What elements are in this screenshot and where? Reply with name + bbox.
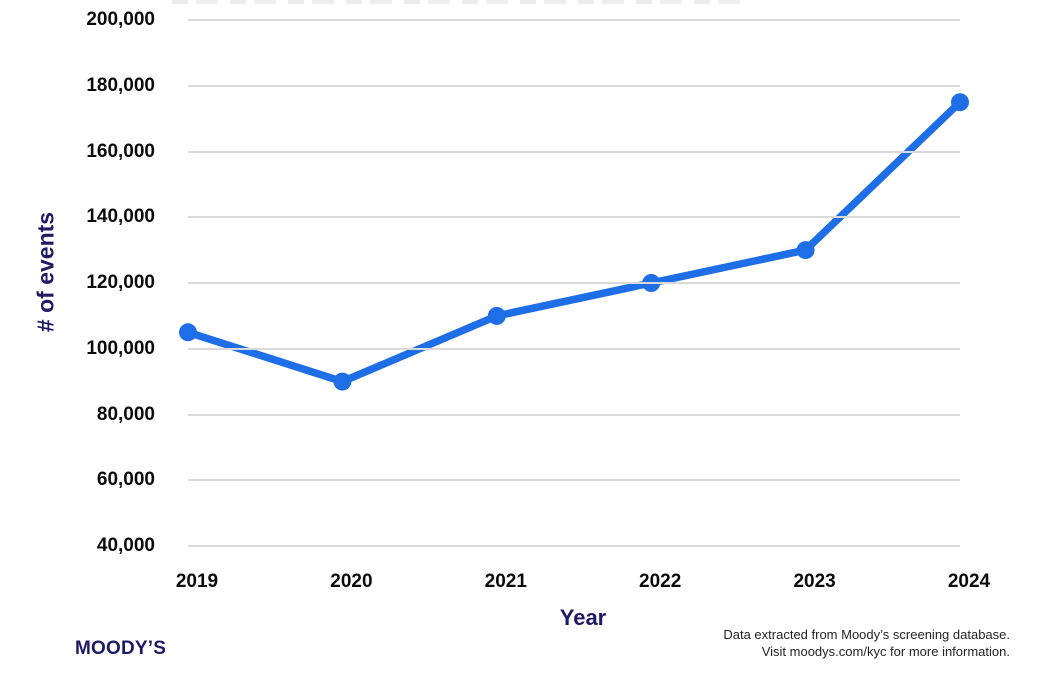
gridline [188,282,960,284]
footnote: Data extracted from Moody’s screening da… [723,627,1010,660]
gridline [188,150,960,153]
x-tick-label: 2020 [330,571,373,592]
data-point-2024 [951,93,969,112]
y-tick-label: 80,000 [96,403,155,425]
gridline [188,216,960,219]
clipped-title-fragment [172,0,742,4]
x-tick-label: 2023 [793,571,836,592]
footnote-line-2: Visit moodys.com/kyc for more informatio… [761,643,1010,659]
y-tick-label: 60,000 [96,469,155,491]
gridline [188,19,960,21]
data-point-2019 [179,323,197,342]
y-tick-label: 120,000 [86,272,155,293]
moodys-logo: MOODY’S [75,638,167,659]
y-tick-label: 180,000 [86,74,155,96]
x-tick-label: 2019 [175,571,219,592]
plot-area [179,19,969,547]
footnote-line-1: Data extracted from Moody’s screening da… [723,627,1010,642]
y-tick-label: 160,000 [86,140,155,162]
x-axis-title: Year [559,605,607,630]
gridline [188,413,960,416]
y-tick-label: 140,000 [86,206,155,228]
y-tick-label: 100,000 [86,337,155,359]
trend-line-layer [179,93,969,391]
data-point-2021 [487,306,506,325]
x-tick-label: 2022 [639,571,682,592]
gridline [188,545,960,547]
trend-line [184,98,964,386]
y-tick-label: 200,000 [86,9,155,30]
x-tick-label: 2021 [484,571,527,592]
x-tick-label: 2024 [947,571,991,592]
gridline [188,347,960,350]
gridline [188,479,960,482]
data-point-2023 [796,241,815,260]
y-tick-label: 40,000 [96,535,155,556]
gridline [188,84,960,87]
data-point-2020 [333,372,352,391]
